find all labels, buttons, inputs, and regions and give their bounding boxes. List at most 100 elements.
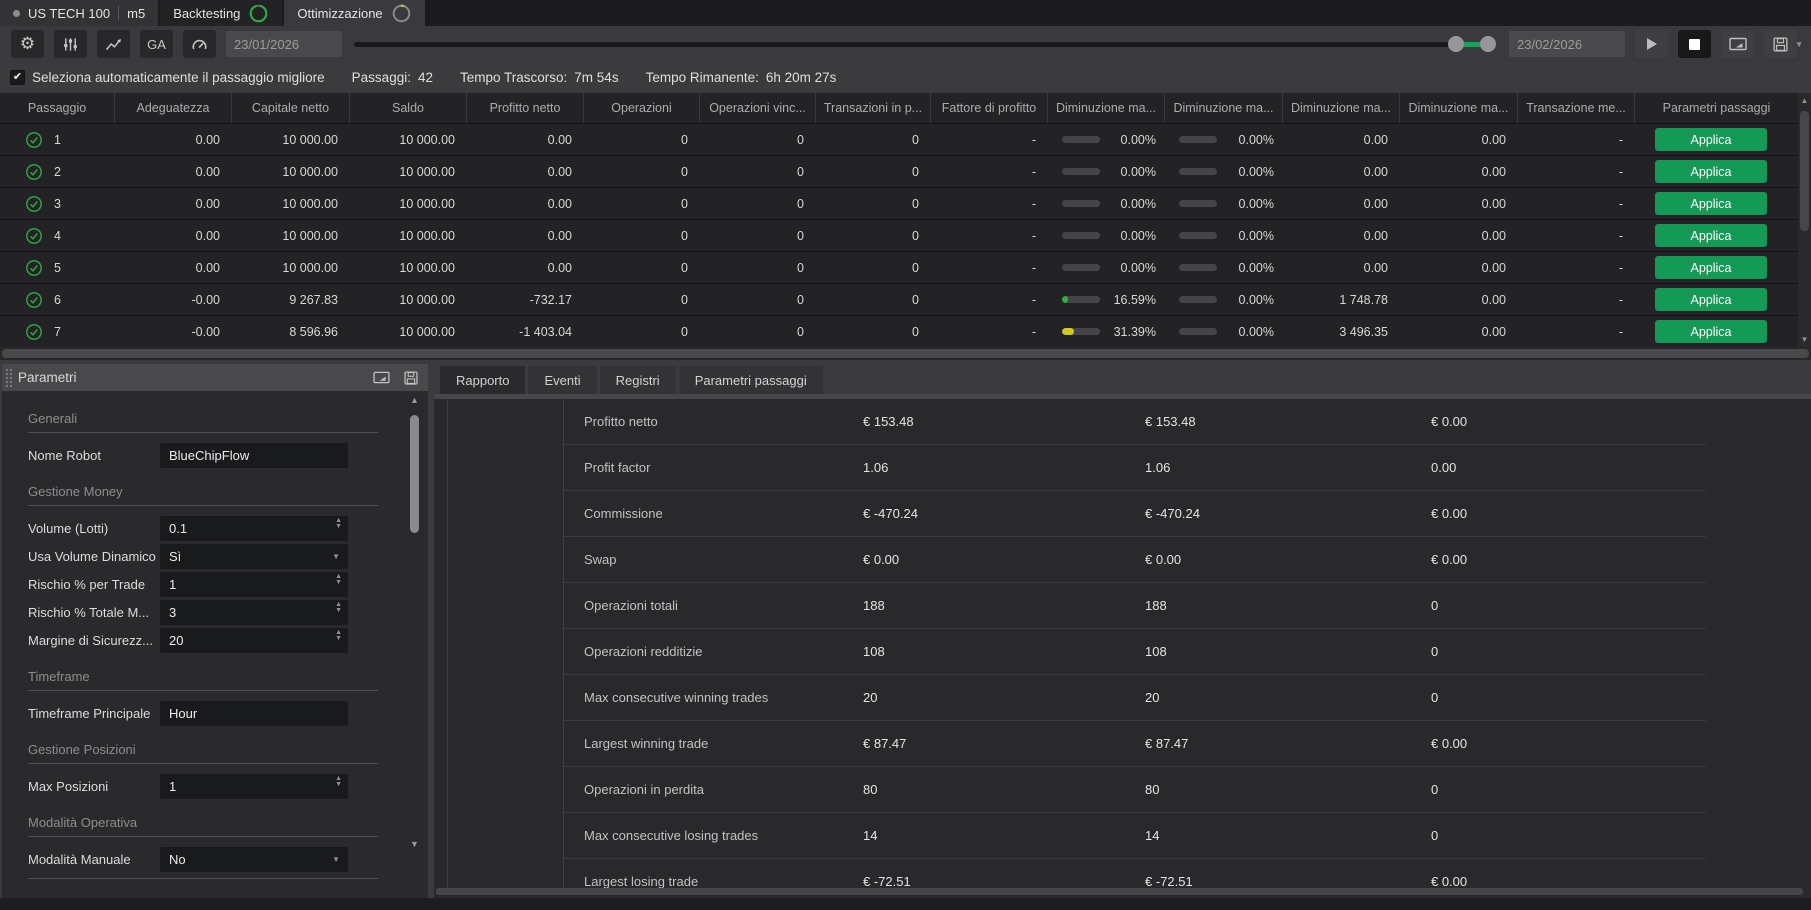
detach-window-button[interactable] [1721, 30, 1754, 58]
scrollbar-thumb[interactable] [2, 349, 1809, 358]
cell-max-drawdown-3: 3 496.35 [1283, 316, 1400, 347]
stepper-arrows[interactable]: ▲▼ [335, 630, 342, 643]
scrollbar-thumb[interactable] [436, 888, 1803, 895]
column-header-14[interactable]: Transazione me... [1518, 93, 1635, 123]
param-stepper[interactable]: 20▲▼ [160, 628, 348, 653]
results-row[interactable]: 10.0010 000.0010 000.000.00000-0.00%0.00… [0, 123, 1798, 155]
auto-select-checkbox[interactable]: ✔ [10, 70, 25, 85]
param-stepper[interactable]: 3▲▼ [160, 600, 348, 625]
column-header-12[interactable]: Diminuzione ma... [1283, 93, 1400, 123]
scroll-up-icon[interactable]: ▲ [1798, 96, 1811, 105]
apply-button[interactable]: Applica [1655, 320, 1767, 343]
tab-optimization[interactable]: Ottimizzazione [284, 0, 424, 26]
param-stepper[interactable]: 1▲▼ [160, 572, 348, 597]
param-select[interactable]: No▼ [160, 847, 348, 872]
cell-fitness: 0.00 [115, 156, 232, 187]
drag-handle-icon[interactable] [5, 368, 13, 387]
tab-eventi[interactable]: Eventi [528, 366, 596, 394]
scroll-down-icon[interactable]: ▼ [408, 839, 421, 849]
apply-button[interactable]: Applica [1655, 256, 1767, 279]
section-heading: Generali [28, 411, 378, 426]
column-header-11[interactable]: Diminuzione ma... [1165, 93, 1283, 123]
column-header-3[interactable]: Capitale netto [232, 93, 350, 123]
column-header-4[interactable]: Saldo [350, 93, 467, 123]
slider-handle-end[interactable] [1480, 36, 1496, 52]
parameters-scrollbar[interactable]: ▲ ▼ [408, 391, 421, 898]
param-stepper[interactable]: 0.1▲▼ [160, 516, 348, 541]
save-icon[interactable] [404, 371, 418, 385]
results-row[interactable]: 50.0010 000.0010 000.000.00000-0.00%0.00… [0, 251, 1798, 283]
apply-button[interactable]: Applica [1655, 160, 1767, 183]
report-value-1: 108 [863, 644, 885, 659]
param-select[interactable]: Sì▼ [160, 544, 348, 569]
cell-max-drawdown-1: 31.39% [1048, 316, 1165, 347]
apply-button[interactable]: Applica [1655, 224, 1767, 247]
stepper-arrows[interactable]: ▲▼ [335, 574, 342, 587]
report-row: Largest winning trade€ 87.47€ 87.47€ 0.0… [564, 721, 1706, 767]
column-header-13[interactable]: Diminuzione ma... [1400, 93, 1518, 123]
parameters-panel-header[interactable]: Parametri [2, 364, 428, 391]
stop-button[interactable] [1678, 30, 1711, 58]
slider-track[interactable] [354, 42, 1493, 47]
results-vertical-scrollbar[interactable]: ▲ ▼ [1798, 93, 1811, 347]
date-range-slider[interactable] [354, 31, 1497, 57]
param-field-row: Max Posizioni1▲▼ [28, 773, 378, 799]
apply-button[interactable]: Applica [1655, 128, 1767, 151]
stepper-arrows[interactable]: ▲▼ [335, 776, 342, 789]
end-date-select[interactable]: 23/02/2026 ▼ [1509, 31, 1625, 57]
results-row[interactable]: 40.0010 000.0010 000.000.00000-0.00%0.00… [0, 219, 1798, 251]
drawdown-value: 0.00% [1100, 165, 1156, 179]
tab-backtesting[interactable]: Backtesting [160, 0, 282, 26]
stepper-arrows[interactable]: ▲▼ [335, 518, 342, 531]
parameters-panel: Parametri GeneraliNome RobotBlueChipFlow… [2, 364, 428, 898]
optimization-parameters-button[interactable] [54, 30, 87, 58]
report-value-2: 1.06 [1145, 460, 1170, 475]
column-header-6[interactable]: Operazioni [584, 93, 700, 123]
apply-button[interactable]: Applica [1655, 192, 1767, 215]
settings-button[interactable]: ⚙ [11, 30, 44, 58]
equity-chart-button[interactable] [97, 30, 130, 58]
column-header-1[interactable]: Passaggio [0, 93, 115, 123]
column-header-7[interactable]: Operazioni vinc... [700, 93, 816, 123]
tab-rapporto[interactable]: Rapporto [440, 366, 525, 394]
start-button[interactable] [1635, 30, 1668, 58]
column-header-10[interactable]: Diminuzione ma... [1048, 93, 1165, 123]
param-input[interactable]: BlueChipFlow [160, 443, 348, 468]
apply-button[interactable]: Applica [1655, 288, 1767, 311]
slider-handle-start[interactable] [1448, 36, 1464, 52]
param-input[interactable]: Hour [160, 701, 348, 726]
results-row[interactable]: 7-0.008 596.9610 000.00-1 403.04000-31.3… [0, 315, 1798, 347]
results-row[interactable]: 20.0010 000.0010 000.000.00000-0.00%0.00… [0, 155, 1798, 187]
column-header-15[interactable]: Parametri passaggi [1635, 93, 1798, 123]
cell-pending: 0 [816, 284, 931, 315]
cell-balance: 10 000.00 [350, 156, 467, 187]
results-row[interactable]: 30.0010 000.0010 000.000.00000-0.00%0.00… [0, 187, 1798, 219]
column-header-5[interactable]: Profitto netto [467, 93, 584, 123]
stepper-arrows[interactable]: ▲▼ [335, 602, 342, 615]
pass-cell: 7 [0, 316, 115, 347]
results-horizontal-scrollbar[interactable] [0, 347, 1811, 360]
column-header-2[interactable]: Adeguatezza [115, 93, 232, 123]
tab-registri[interactable]: Registri [600, 366, 676, 394]
performance-button[interactable] [183, 30, 216, 58]
cell-fitness: 0.00 [115, 188, 232, 219]
start-date-select[interactable]: 23/01/2026 ▼ [226, 31, 342, 57]
scrollbar-thumb[interactable] [410, 415, 419, 533]
scrollbar-thumb[interactable] [1800, 111, 1809, 231]
param-stepper[interactable]: 1▲▼ [160, 774, 348, 799]
save-button[interactable] [1764, 30, 1797, 58]
report-metric-label: Operazioni redditizie [584, 644, 703, 659]
tab-instrument[interactable]: US TECH 100 m5 [0, 0, 158, 26]
cell-fitness: -0.00 [115, 316, 232, 347]
genetic-algorithm-button[interactable]: GA [140, 30, 173, 58]
scroll-down-icon[interactable]: ▼ [1798, 335, 1811, 344]
column-header-8[interactable]: Transazioni in p... [816, 93, 931, 123]
detach-window-icon[interactable] [373, 371, 390, 384]
parameters-form: GeneraliNome RobotBlueChipFlowGestione M… [28, 395, 378, 888]
column-header-9[interactable]: Fattore di profitto [931, 93, 1048, 123]
tab-parametri-passaggi[interactable]: Parametri passaggi [679, 366, 823, 394]
results-row[interactable]: 6-0.009 267.8310 000.00-732.17000-16.59%… [0, 283, 1798, 315]
scroll-up-icon[interactable]: ▲ [408, 395, 421, 405]
report-metric-label: Commissione [584, 506, 663, 521]
report-horizontal-scrollbar[interactable] [436, 888, 1803, 896]
